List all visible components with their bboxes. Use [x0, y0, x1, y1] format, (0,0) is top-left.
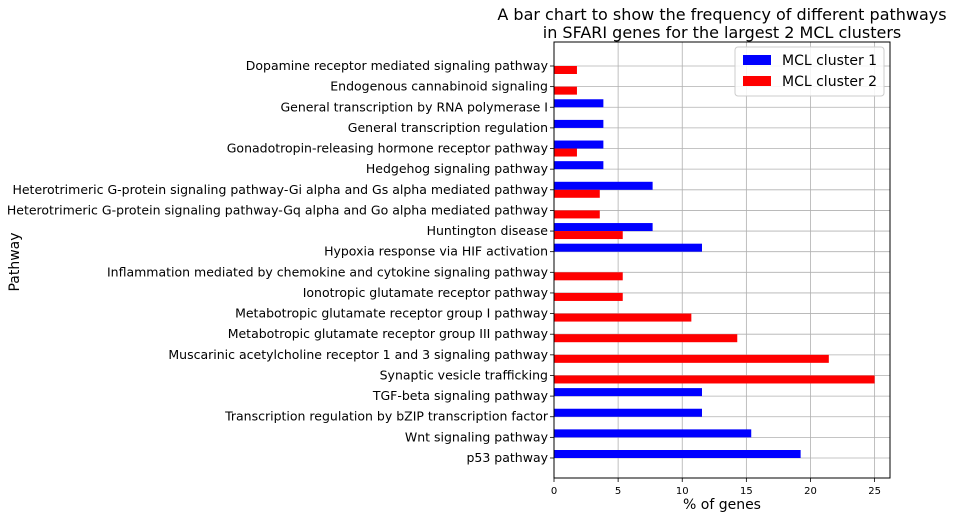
y-tick-label: Ionotropic glutamate receptor pathway — [303, 285, 549, 300]
y-tick-label: Hedgehog signaling pathway — [366, 161, 549, 176]
bar-mcl-cluster-1 — [554, 140, 604, 149]
bar-mcl-cluster-2 — [554, 375, 875, 384]
y-tick-label: Transcription regulation by bZIP transcr… — [224, 409, 549, 424]
bar-mcl-cluster-2 — [554, 231, 623, 240]
bar-mcl-cluster-1 — [554, 119, 604, 128]
x-tick-label: 5 — [615, 486, 621, 497]
bar-mcl-cluster-2 — [554, 354, 829, 363]
legend-label-cluster-1: MCL cluster 1 — [782, 53, 877, 69]
y-tick-label: Wnt signaling pathway — [405, 429, 549, 444]
y-tick-label: Metabotropic glutamate receptor group I … — [235, 306, 549, 321]
y-tick-label: Metabotropic glutamate receptor group II… — [228, 326, 549, 341]
y-tick-label: TGF-beta signaling pathway — [372, 388, 549, 403]
x-tick-label: 0 — [551, 486, 557, 497]
y-tick-label: General transcription regulation — [348, 120, 548, 135]
legend-swatch-cluster-2 — [743, 76, 771, 86]
bar-mcl-cluster-1 — [554, 99, 604, 108]
bar-mcl-cluster-1 — [554, 388, 702, 397]
bar-mcl-cluster-1 — [554, 450, 801, 458]
bar-mcl-cluster-1 — [554, 243, 702, 252]
bar-mcl-cluster-1 — [554, 408, 702, 417]
legend: MCL cluster 1 MCL cluster 2 — [734, 46, 885, 97]
y-tick-label: Endogenous cannabinoid signaling — [330, 79, 548, 94]
x-tick-label: 20 — [804, 486, 817, 497]
y-tick-labels: Dopamine receptor mediated signaling pat… — [7, 58, 554, 465]
y-tick-label: Huntington disease — [427, 223, 549, 238]
chart-title-line-1: A bar chart to show the frequency of dif… — [497, 5, 946, 24]
bar-mcl-cluster-2 — [554, 189, 600, 198]
bar-mcl-cluster-1 — [554, 161, 604, 170]
bar-mcl-cluster-2 — [554, 86, 577, 95]
y-tick-label: Muscarinic acetylcholine receptor 1 and … — [168, 347, 548, 362]
y-tick-label: p53 pathway — [466, 450, 548, 465]
chart-title: A bar chart to show the frequency of dif… — [497, 5, 946, 42]
x-tick-label: 10 — [676, 486, 689, 497]
bar-mcl-cluster-1 — [554, 223, 653, 232]
bar-mcl-cluster-2 — [554, 210, 600, 219]
bar-mcl-cluster-1 — [554, 429, 752, 438]
y-axis-label: Pathway — [7, 232, 23, 291]
y-tick-label: Heterotrimeric G-protein signaling pathw… — [7, 202, 549, 217]
y-tick-label: Gonadotropin-releasing hormone receptor … — [227, 141, 549, 156]
bar-mcl-cluster-1 — [554, 181, 653, 190]
chart-title-line-2: in SFARI genes for the largest 2 MCL clu… — [543, 23, 902, 42]
y-tick-label: Synaptic vesicle trafficking — [380, 367, 548, 382]
bars — [554, 66, 875, 458]
bar-mcl-cluster-2 — [554, 292, 623, 301]
y-tick-label: Heterotrimeric G-protein signaling pathw… — [12, 182, 548, 197]
x-tick-labels: 0 5 10 15 20 25 — [551, 478, 881, 497]
y-tick-label: Inflammation mediated by chemokine and c… — [107, 264, 549, 279]
x-tick-label: 15 — [740, 486, 753, 497]
bar-mcl-cluster-2 — [554, 313, 692, 322]
y-tick-label: Hypoxia response via HIF activation — [324, 244, 548, 259]
bar-mcl-cluster-2 — [554, 66, 577, 74]
legend-swatch-cluster-1 — [743, 55, 771, 65]
bar-mcl-cluster-2 — [554, 272, 623, 281]
plot-area-frame — [553, 41, 891, 479]
legend-frame — [734, 46, 885, 97]
legend-label-cluster-2: MCL cluster 2 — [782, 74, 877, 90]
y-tick-label: General transcription by RNA polymerase … — [280, 99, 548, 114]
bar-mcl-cluster-2 — [554, 334, 738, 343]
x-tick-label: 25 — [868, 486, 881, 497]
bar-mcl-cluster-2 — [554, 148, 577, 157]
x-axis-label: % of genes — [683, 497, 761, 513]
y-tick-label: Dopamine receptor mediated signaling pat… — [246, 58, 549, 73]
